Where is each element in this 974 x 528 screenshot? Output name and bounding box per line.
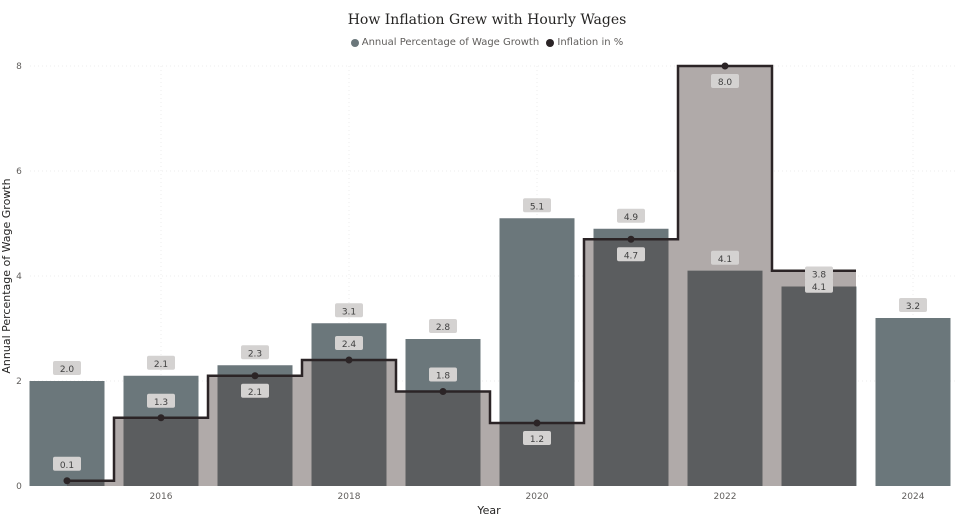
y-tick-label: 2 bbox=[16, 377, 22, 387]
label-wage-2024-bg bbox=[899, 298, 927, 312]
label-wage-2018-bg bbox=[335, 303, 363, 318]
bar-overlap-2019 bbox=[405, 391, 481, 486]
x-tick-label: 2024 bbox=[902, 492, 925, 502]
label-wage-2023-bg bbox=[805, 266, 833, 281]
label-wage-2021-bg bbox=[617, 208, 645, 223]
label-wage-2015-bg bbox=[53, 361, 81, 375]
label-inflation-2020-bg bbox=[523, 431, 551, 445]
label-wage-2024: 3.2 bbox=[906, 302, 920, 312]
inflation-point-2018 bbox=[345, 356, 353, 364]
x-tick-label: 2022 bbox=[714, 492, 737, 502]
label-wage-2020: 5.1 bbox=[530, 202, 544, 212]
label-wage-2022-bg bbox=[711, 250, 739, 265]
x-axis-title: Year bbox=[476, 504, 501, 517]
label-inflation-2021-bg bbox=[617, 247, 645, 262]
label-inflation-2018: 2.4 bbox=[342, 340, 357, 350]
legend-label-inflation: Inflation in % bbox=[557, 37, 624, 48]
data-label-layer: 2.0 2.1 2.3 3.1 2.8 5.1 4.9 4.1 3.8 3.2 0.1 1.3 2.1 2… bbox=[53, 74, 927, 471]
legend-item-inflation[interactable]: Inflation in % bbox=[546, 37, 623, 48]
label-inflation-2021: 4.7 bbox=[624, 251, 638, 261]
legend-item-wage-growth[interactable]: Annual Percentage of Wage Growth bbox=[350, 37, 540, 48]
label-wage-2021: 4.9 bbox=[624, 213, 639, 223]
inflation-point-2019 bbox=[439, 388, 447, 395]
label-inflation-2022: 8.0 bbox=[718, 78, 733, 88]
bar-wage-2024 bbox=[875, 318, 951, 486]
bar-overlap-2016 bbox=[123, 417, 199, 486]
y-tick-label: 8 bbox=[16, 62, 22, 72]
label-wage-2020-bg bbox=[523, 198, 551, 213]
label-inflation-2017-bg bbox=[241, 383, 269, 398]
label-wage-2023: 3.8 bbox=[812, 271, 827, 281]
label-wage-2016: 2.1 bbox=[154, 360, 168, 370]
legend-marker-wage-growth bbox=[350, 38, 359, 47]
inflation-point-2015 bbox=[63, 477, 71, 485]
chart-title: How Inflation Grew with Hourly Wages bbox=[347, 12, 627, 28]
inflation-point-2017 bbox=[251, 372, 259, 380]
label-wage-2019: 2.8 bbox=[436, 323, 451, 333]
label-wage-2015: 2.0 bbox=[60, 365, 75, 375]
y-tick-label: 6 bbox=[16, 167, 22, 177]
bar-overlap-2023 bbox=[781, 286, 856, 486]
label-wage-2018: 3.1 bbox=[342, 307, 356, 317]
legend: Annual Percentage of Wage Growth Inflati… bbox=[0, 37, 974, 50]
legend-marker-inflation bbox=[546, 38, 555, 47]
y-axis-title: Annual Percentage of Wage Growth bbox=[0, 178, 13, 373]
inflation-point-2022 bbox=[721, 62, 729, 70]
label-wage-2022: 4.1 bbox=[718, 255, 732, 265]
legend-label-wage-growth: Annual Percentage of Wage Growth bbox=[361, 37, 540, 48]
label-wage-2017: 2.3 bbox=[248, 349, 262, 359]
y-tick-label: 0 bbox=[16, 482, 22, 492]
overlap-layer bbox=[67, 239, 856, 486]
label-wage-2016-bg bbox=[147, 355, 175, 370]
label-inflation-2016-bg bbox=[147, 393, 175, 408]
label-inflation-2015: 0.1 bbox=[60, 461, 74, 471]
label-inflation-2020: 1.2 bbox=[530, 435, 544, 445]
grid-layer bbox=[30, 65, 958, 486]
x-tick-label: 2016 bbox=[150, 492, 173, 502]
label-inflation-2019: 1.8 bbox=[436, 372, 451, 382]
y-tick-label: 4 bbox=[16, 272, 22, 282]
bar-overlap-2015 bbox=[67, 480, 105, 486]
bar-overlap-2018 bbox=[311, 360, 387, 486]
inflation-point-2021 bbox=[627, 235, 635, 243]
label-inflation-2017: 2.1 bbox=[248, 388, 262, 398]
inflation-point-2020 bbox=[533, 419, 541, 427]
label-inflation-2016: 1.3 bbox=[154, 398, 168, 408]
label-wage-2019-bg bbox=[429, 319, 457, 333]
label-inflation-2023-bg bbox=[805, 278, 833, 293]
label-inflation-2023: 4.1 bbox=[812, 283, 826, 293]
x-tick-label: 2020 bbox=[526, 492, 549, 502]
bar-overlap-2022 bbox=[687, 270, 763, 486]
label-inflation-2022-bg bbox=[711, 74, 739, 88]
axis-layer: 0 2 4 6 8 2016 2018 2020 2022 2024 Year Annual Perc… bbox=[0, 62, 925, 517]
bar-overlap-2021 bbox=[593, 239, 669, 486]
inflation-point-2016 bbox=[157, 414, 165, 422]
label-inflation-2019-bg bbox=[429, 367, 457, 382]
label-wage-2017-bg bbox=[241, 345, 269, 360]
label-inflation-2018-bg bbox=[335, 336, 363, 350]
label-inflation-2015-bg bbox=[53, 456, 81, 471]
x-tick-label: 2018 bbox=[338, 492, 361, 502]
